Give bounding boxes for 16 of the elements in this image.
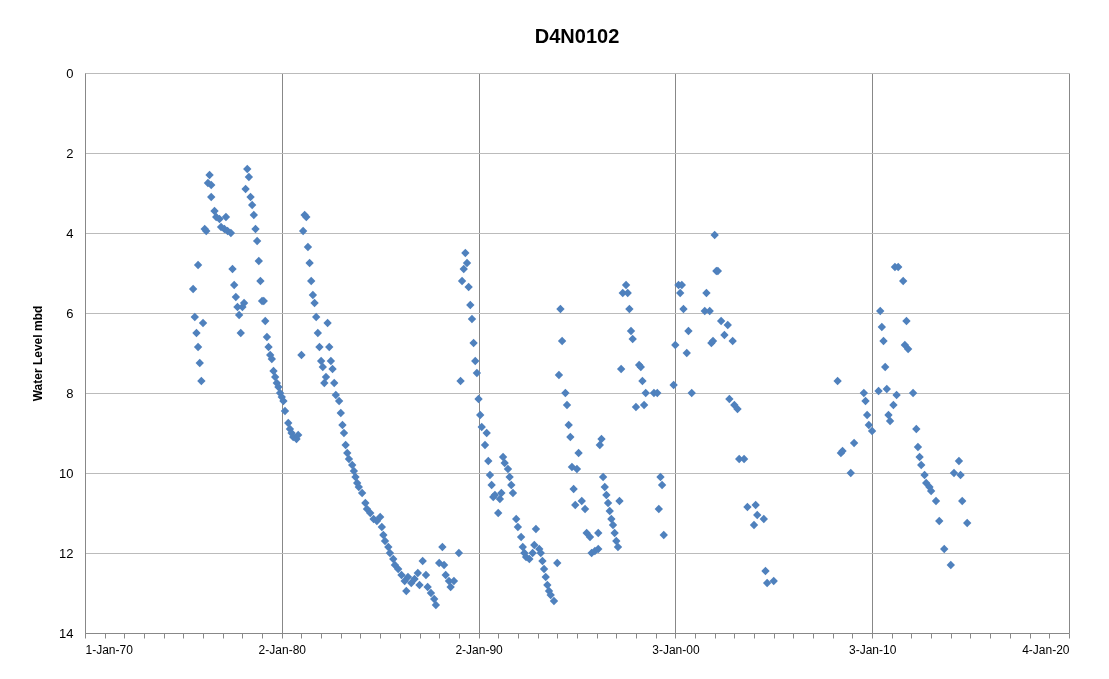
y-tick-label: 0 <box>66 65 74 81</box>
x-tick-label: 4-Jan-20 <box>1022 642 1070 657</box>
x-tick-label: 1-Jan-70 <box>85 642 134 657</box>
y-tick-label: 6 <box>66 305 74 321</box>
x-tick-label: 2-Jan-80 <box>258 642 307 657</box>
y-tick-label: 4 <box>66 225 74 241</box>
chart-title: D4N0102 <box>534 25 620 47</box>
x-tick-label: 3-Jan-00 <box>652 642 700 657</box>
y-axis-title: Water Level mbd <box>31 305 46 402</box>
y-tick-label: 14 <box>59 625 74 641</box>
x-tick-label: 3-Jan-10 <box>849 642 897 657</box>
y-tick-label: 12 <box>59 545 74 561</box>
y-tick-label: 8 <box>66 385 74 401</box>
y-tick-label: 2 <box>66 145 74 161</box>
x-tick-label: 2-Jan-90 <box>455 642 504 657</box>
y-tick-label: 10 <box>59 465 74 481</box>
